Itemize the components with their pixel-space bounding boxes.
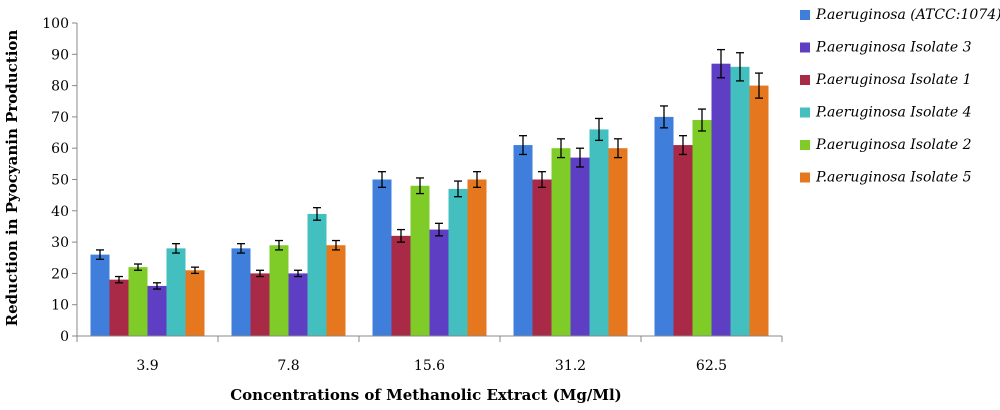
bar [730, 66, 750, 336]
bar [326, 245, 346, 336]
bars-layer [90, 48, 769, 337]
bar [372, 179, 392, 336]
x-tick-label: 31.2 [555, 358, 586, 374]
legend-swatch [800, 10, 810, 20]
y-tick-label: 10 [51, 298, 69, 314]
legend-label: P.aeruginosa Isolate 2 [815, 137, 972, 153]
x-tick-label: 62.5 [696, 358, 727, 374]
bar [269, 245, 289, 336]
y-tick-label: 30 [51, 235, 69, 251]
x-tick-label: 3.9 [136, 358, 158, 374]
bar [90, 254, 110, 336]
x-tick-label: 7.8 [277, 358, 299, 374]
bar [711, 63, 731, 336]
bar [513, 145, 533, 336]
bar [231, 248, 251, 336]
y-tick-label: 100 [42, 16, 69, 32]
bar [429, 229, 449, 336]
legend-swatch [800, 42, 810, 53]
legend-label: P.aeruginosa Isolate 4 [815, 105, 971, 121]
bar [250, 273, 270, 336]
axes-layer: 0 10 20 30 40 50 60 70 80 90 100 3.9 7.8 15.6 31.2 62.5 [42, 16, 783, 374]
legend-swatch [800, 75, 810, 85]
legend-label: P.aeruginosa Isolate 1 [815, 72, 971, 88]
bar [749, 85, 769, 336]
y-tick-label: 70 [51, 110, 69, 126]
x-axis-title: Concentrations of Methanolic Extract (Mg… [230, 386, 622, 404]
x-tick-label: 15.6 [414, 358, 445, 374]
bar [608, 148, 628, 336]
bar [467, 179, 487, 336]
y-tick-label: 60 [51, 141, 69, 157]
bar [307, 213, 327, 336]
legend-label: P.aeruginosa Isolate 5 [815, 170, 972, 186]
bar [532, 179, 552, 336]
y-tick-label: 90 [51, 47, 69, 63]
y-tick-label: 0 [60, 329, 69, 345]
bar [448, 188, 468, 336]
legend-swatch [800, 107, 810, 118]
bar [166, 248, 186, 336]
bar [654, 116, 674, 337]
legend-swatch [800, 172, 810, 183]
legend-label: P.aeruginosa (ATCC:1074) [815, 7, 1000, 23]
bar [109, 279, 129, 336]
legend-swatch [800, 140, 810, 150]
legend: P.aeruginosa (ATCC:1074) P.aeruginosa Iso… [800, 7, 1000, 186]
bar [551, 148, 571, 336]
bar [288, 273, 308, 336]
bar [673, 145, 693, 336]
bar [147, 285, 167, 336]
y-tick-label: 80 [51, 79, 69, 95]
bar [410, 185, 430, 336]
bar [692, 120, 712, 336]
bar [128, 267, 148, 336]
y-axis-title: Reduction in Pyocyanin Production [3, 30, 21, 327]
bar [570, 157, 590, 336]
legend-label: P.aeruginosa Isolate 3 [815, 40, 972, 56]
bar [185, 270, 205, 336]
y-tick-label: 20 [51, 266, 69, 282]
y-tick-label: 40 [51, 204, 69, 220]
y-tick-label: 50 [51, 173, 69, 189]
bar [391, 235, 411, 336]
bar [589, 129, 609, 336]
